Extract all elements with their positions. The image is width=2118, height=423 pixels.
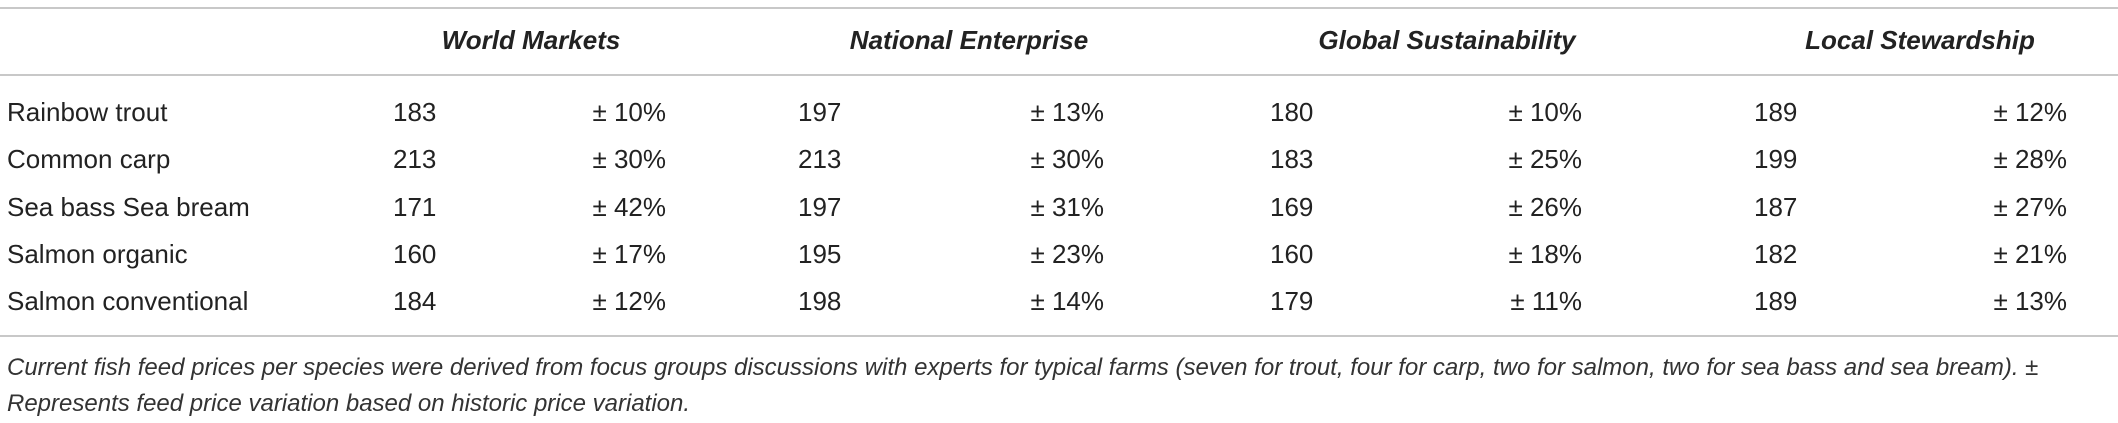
price-variation: ± 10% bbox=[592, 97, 666, 127]
price-variation: ± 18% bbox=[1508, 238, 1582, 269]
row-label: Salmon organic bbox=[7, 238, 188, 269]
price-value: 169 bbox=[1270, 191, 1314, 222]
price-value: 183 bbox=[393, 97, 437, 127]
row-label: Salmon conventional bbox=[7, 286, 249, 317]
price-value: 180 bbox=[1270, 97, 1314, 127]
price-value: 189 bbox=[1754, 97, 1798, 127]
price-variation: ± 13% bbox=[1993, 286, 2067, 317]
column-header: Global Sustainability bbox=[1318, 25, 1576, 55]
price-value: 213 bbox=[393, 144, 437, 175]
column-header: Local Stewardship bbox=[1805, 25, 2035, 55]
price-variation: ± 28% bbox=[1993, 144, 2067, 175]
price-value: 184 bbox=[393, 286, 437, 317]
price-value: 160 bbox=[1270, 238, 1314, 269]
price-variation: ± 26% bbox=[1508, 191, 1582, 222]
price-value: 195 bbox=[798, 238, 842, 269]
price-variation: ± 25% bbox=[1508, 144, 1582, 175]
price-value: 198 bbox=[798, 286, 842, 317]
price-variation: ± 30% bbox=[1030, 144, 1104, 175]
price-variation: ± 21% bbox=[1993, 238, 2067, 269]
column-header: National Enterprise bbox=[849, 25, 1089, 55]
price-variation: ± 11% bbox=[1510, 286, 1582, 317]
price-variation: ± 10% bbox=[1508, 97, 1582, 127]
price-value: 171 bbox=[393, 191, 437, 222]
top-rule bbox=[0, 7, 2118, 9]
price-variation: ± 12% bbox=[592, 286, 666, 317]
price-value: 189 bbox=[1754, 286, 1798, 317]
header-rule bbox=[0, 74, 2118, 76]
price-variation: ± 23% bbox=[1030, 238, 1104, 269]
price-value: 199 bbox=[1754, 144, 1798, 175]
price-value: 187 bbox=[1754, 191, 1798, 222]
price-value: 182 bbox=[1754, 238, 1798, 269]
price-value: 213 bbox=[798, 144, 842, 175]
price-variation: ± 30% bbox=[592, 144, 666, 175]
price-variation: ± 17% bbox=[592, 238, 666, 269]
footnote: Current fish feed prices per species wer… bbox=[7, 354, 2039, 417]
price-value: 183 bbox=[1270, 144, 1314, 175]
price-value: 197 bbox=[798, 97, 842, 127]
price-variation: ± 12% bbox=[1993, 97, 2067, 127]
price-value: 160 bbox=[393, 238, 437, 269]
price-value: 197 bbox=[798, 191, 842, 222]
bottom-rule bbox=[0, 335, 2118, 337]
row-label: Sea bass Sea bream bbox=[7, 191, 250, 222]
price-variation: ± 13% bbox=[1030, 97, 1104, 127]
price-variation: ± 31% bbox=[1030, 191, 1104, 222]
price-variation: ± 14% bbox=[1030, 286, 1104, 317]
price-variation: ± 42% bbox=[592, 191, 666, 222]
row-label: Rainbow trout bbox=[7, 97, 168, 127]
price-value: 179 bbox=[1270, 286, 1314, 317]
column-header: World Markets bbox=[441, 25, 621, 55]
price-variation: ± 27% bbox=[1993, 191, 2067, 222]
row-label: Common carp bbox=[7, 144, 171, 175]
